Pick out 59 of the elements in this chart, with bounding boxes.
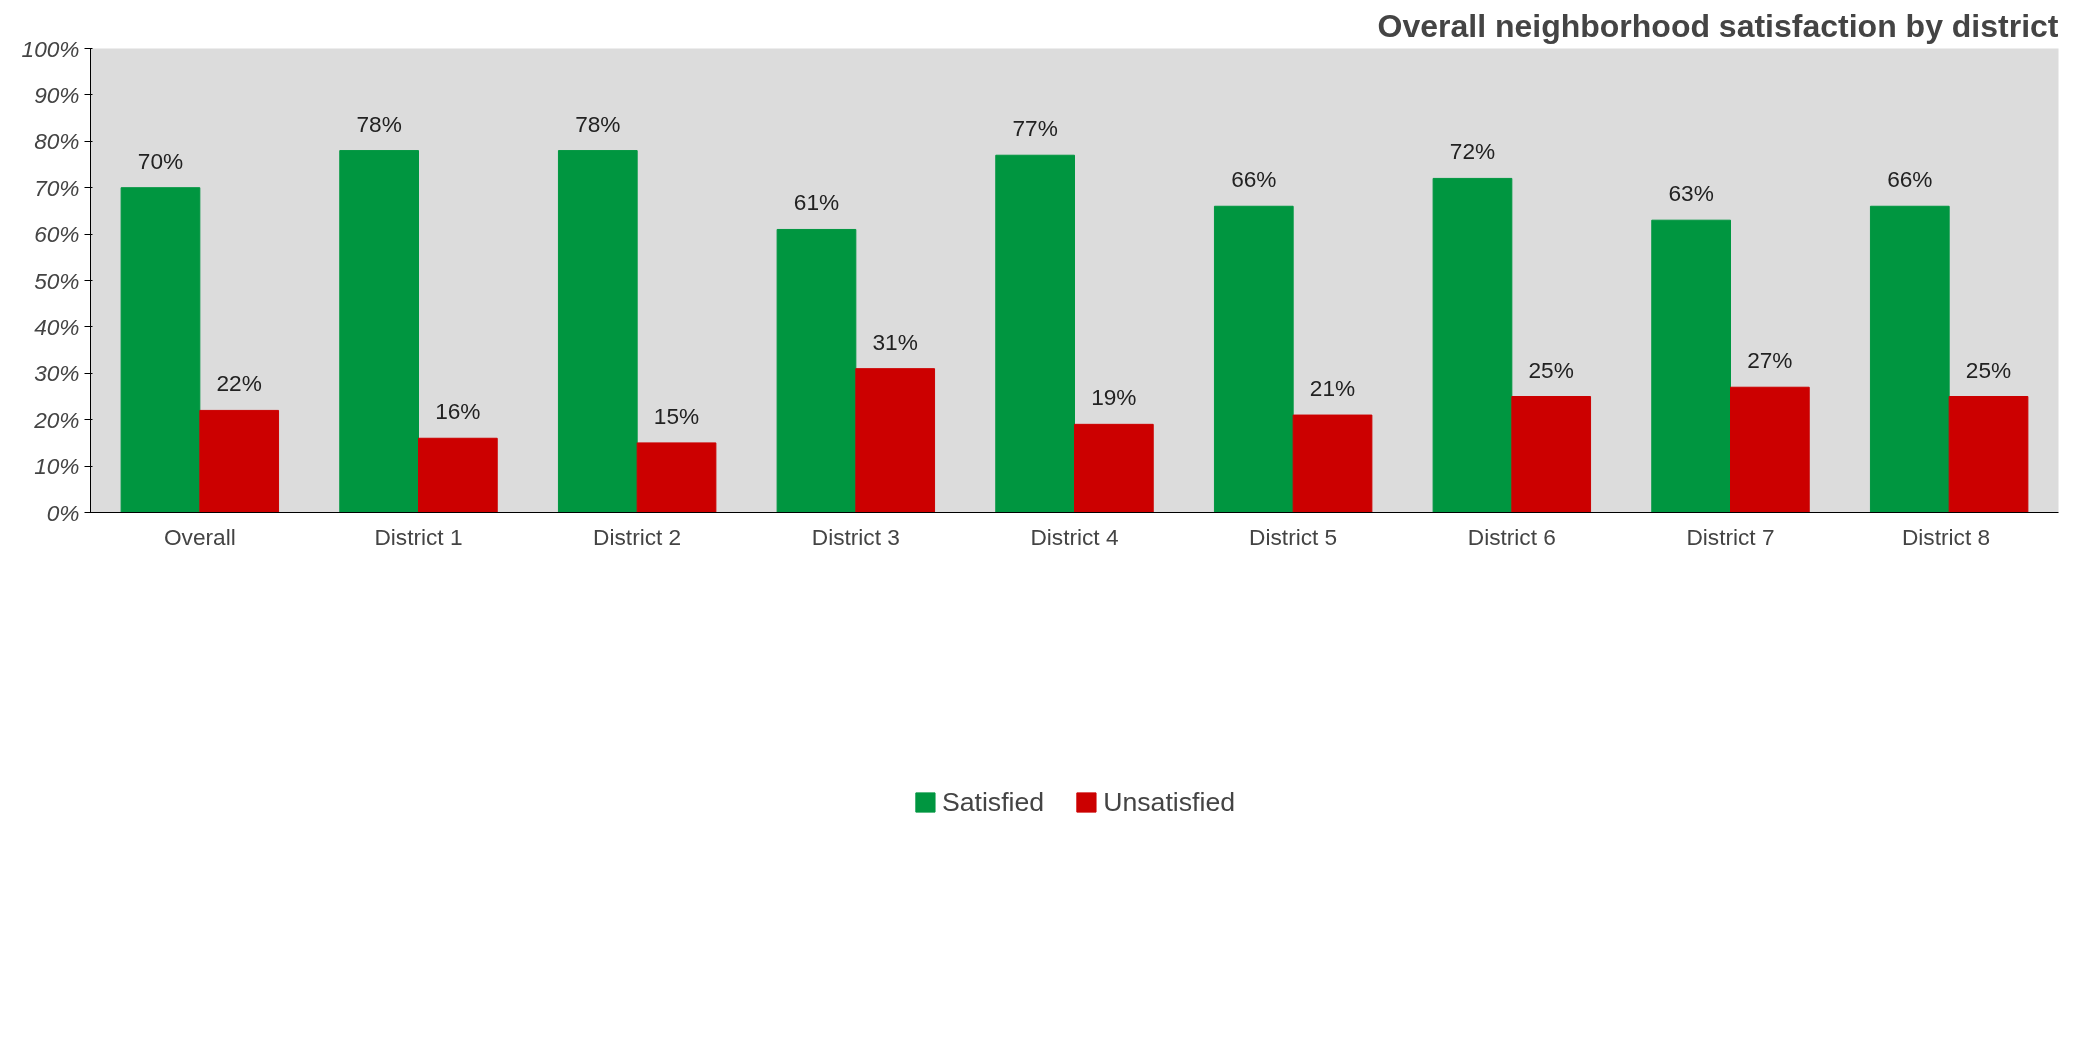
bar — [995, 154, 1075, 513]
y-tick-label: 20% — [33, 406, 80, 433]
y-tick-label: 0% — [46, 499, 80, 526]
chart-title: Overall neighborhood satisfaction by district — [1377, 7, 2059, 44]
x-tick-label: District 8 — [1901, 523, 1991, 550]
bar — [1651, 219, 1731, 513]
data-label: 72% — [1449, 138, 1496, 165]
x-tick-label: District 4 — [1030, 523, 1119, 550]
bar — [120, 187, 201, 513]
bar — [1511, 396, 1592, 513]
data-label: 27% — [1747, 347, 1793, 374]
bar — [1213, 205, 1294, 513]
x-tick-label: District 2 — [593, 523, 682, 550]
x-tick-label: District 6 — [1467, 523, 1556, 550]
data-label: 15% — [653, 402, 700, 429]
bar — [1730, 386, 1810, 513]
bar — [339, 150, 419, 513]
y-tick-label: 30% — [34, 360, 80, 387]
bar — [1432, 177, 1513, 513]
x-tick-label: District 7 — [1686, 523, 1775, 550]
y-tick-label: 40% — [34, 313, 80, 340]
bar — [199, 409, 280, 513]
data-label: 31% — [872, 328, 918, 355]
bar — [1292, 414, 1373, 513]
data-label: 25% — [1528, 356, 1574, 383]
data-label: 61% — [793, 189, 840, 216]
bar — [557, 150, 638, 513]
bar — [1074, 423, 1154, 513]
bar — [636, 442, 717, 513]
y-tick-label: 10% — [34, 453, 80, 480]
y-tick-label: 90% — [34, 81, 80, 108]
bar — [1948, 396, 2029, 513]
bar — [418, 437, 498, 513]
data-label: 70% — [137, 147, 184, 174]
data-label: 16% — [435, 398, 481, 425]
x-tick-label: District 5 — [1249, 523, 1338, 550]
data-label: 21% — [1309, 375, 1356, 402]
data-label: 63% — [1668, 180, 1714, 207]
legend-label: Unsatisfied — [1103, 786, 1236, 818]
x-tick-label: Overall — [163, 523, 236, 550]
data-label: 66% — [1231, 166, 1277, 193]
data-label: 25% — [1965, 356, 2012, 383]
y-tick-label: 100% — [21, 35, 80, 62]
data-label: 22% — [216, 370, 262, 397]
data-label: 78% — [575, 110, 621, 137]
bar — [855, 368, 936, 513]
y-tick-label: 80% — [34, 128, 80, 155]
y-tick-label: 50% — [34, 267, 80, 294]
data-label: 77% — [1012, 115, 1058, 142]
y-tick-label: 70% — [34, 174, 80, 201]
data-label: 78% — [356, 110, 402, 137]
data-label: 19% — [1091, 384, 1137, 411]
bar — [776, 228, 857, 513]
x-tick-label: District 1 — [374, 523, 463, 550]
y-tick-label: 60% — [34, 221, 80, 248]
legend-label: Satisfied — [941, 786, 1045, 818]
bar — [1869, 205, 1950, 513]
data-label: 66% — [1887, 166, 1933, 193]
x-tick-label: District 3 — [811, 523, 900, 550]
